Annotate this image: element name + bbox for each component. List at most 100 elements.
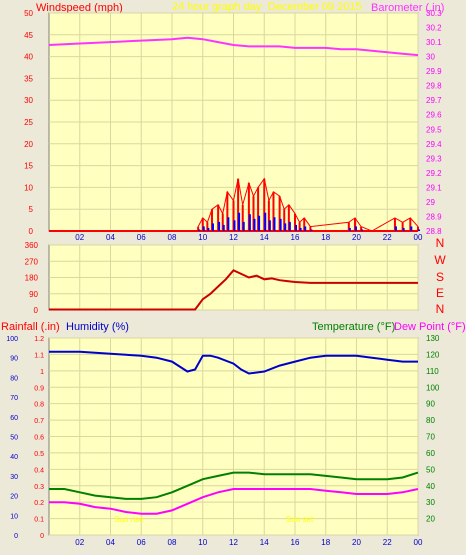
y-tick-label: 20 bbox=[24, 140, 33, 149]
rain-tick-label: 1.2 bbox=[34, 336, 44, 343]
temperature-tick-label: 60 bbox=[426, 449, 435, 458]
barometer-axis-title: Barometer (.in) bbox=[371, 2, 444, 14]
x-tick-label: 06 bbox=[137, 538, 146, 547]
y2-tick-label: 28.9 bbox=[426, 212, 442, 221]
x-tick-label: 08 bbox=[168, 233, 177, 242]
y2-tick-label: 29 bbox=[426, 198, 435, 207]
humidity-tick-label: 30 bbox=[10, 474, 18, 481]
y2-tick-label: 29.2 bbox=[426, 169, 442, 178]
graph-date: December 09 2015 bbox=[268, 1, 362, 13]
y2-tick-label: 29.8 bbox=[426, 82, 442, 91]
y-tick-label: 15 bbox=[24, 162, 33, 171]
rain-tick-label: 0.1 bbox=[34, 517, 44, 524]
compass-label: S bbox=[436, 270, 444, 284]
graph-title: 24 hour graph day bbox=[172, 1, 262, 13]
direction-tick-label: 90 bbox=[29, 290, 38, 299]
sun-event-label: Sun rise bbox=[114, 515, 144, 524]
x-tick-label: 10 bbox=[198, 233, 207, 242]
x-tick-label: 00 bbox=[414, 538, 423, 547]
rain-tick-label: 0.5 bbox=[34, 451, 44, 458]
y2-tick-label: 28.8 bbox=[426, 227, 442, 236]
compass-label: N bbox=[436, 236, 445, 250]
y-tick-label: 40 bbox=[24, 53, 33, 62]
humidity-tick-label: 80 bbox=[10, 375, 18, 382]
wind-direction-line bbox=[49, 269, 418, 311]
humidity-tick-label: 0 bbox=[14, 533, 18, 540]
sun-event-label: Sun set bbox=[286, 515, 314, 524]
humidity-tick-label: 40 bbox=[10, 454, 18, 461]
barometer-line bbox=[48, 36, 419, 57]
temperature-axis-title: Temperature (°F) bbox=[312, 321, 395, 333]
humidity-tick-label: 50 bbox=[10, 435, 18, 442]
x-tick-label: 04 bbox=[106, 233, 115, 242]
x-tick-label: 22 bbox=[383, 538, 392, 547]
y2-tick-label: 29.1 bbox=[426, 183, 442, 192]
temperature-tick-label: 20 bbox=[426, 515, 435, 524]
compass-label: E bbox=[436, 286, 444, 300]
x-tick-label: 22 bbox=[383, 233, 392, 242]
y-tick-label: 10 bbox=[24, 183, 33, 192]
direction-tick-label: 180 bbox=[25, 274, 39, 283]
humidity-tick-label: 10 bbox=[10, 513, 18, 520]
rain-tick-label: 1.1 bbox=[34, 352, 44, 359]
y-tick-label: 45 bbox=[24, 31, 33, 40]
x-tick-label: 20 bbox=[352, 538, 361, 547]
temperature-tick-label: 110 bbox=[426, 367, 439, 376]
y-tick-label: 0 bbox=[29, 227, 34, 236]
dew-point-axis-title: Dew Point (°F) bbox=[394, 321, 466, 333]
y2-tick-label: 29.6 bbox=[426, 111, 442, 120]
windspeed-line bbox=[197, 177, 419, 232]
x-tick-label: 04 bbox=[106, 538, 115, 547]
direction-tick-label: 0 bbox=[34, 306, 39, 315]
x-tick-label: 08 bbox=[168, 538, 177, 547]
x-tick-label: 18 bbox=[321, 233, 330, 242]
direction-tick-label: 360 bbox=[25, 241, 39, 250]
y2-tick-label: 30.3 bbox=[426, 9, 442, 18]
y-tick-label: 50 bbox=[24, 9, 33, 18]
humidity-tick-label: 20 bbox=[10, 494, 18, 501]
temperature-tick-label: 100 bbox=[426, 383, 440, 392]
x-tick-label: 14 bbox=[260, 538, 269, 547]
y2-tick-label: 30.2 bbox=[426, 24, 442, 33]
x-tick-label: 18 bbox=[321, 538, 330, 547]
compass-label: W bbox=[434, 253, 446, 267]
rain-tick-label: 0.8 bbox=[34, 402, 44, 409]
temperature-tick-label: 30 bbox=[426, 498, 435, 507]
y2-tick-label: 30 bbox=[426, 53, 435, 62]
y2-tick-label: 29.9 bbox=[426, 67, 442, 76]
rain-tick-label: 0.9 bbox=[34, 385, 44, 392]
rain-tick-label: 0.2 bbox=[34, 500, 44, 507]
humidity-tick-label: 70 bbox=[10, 395, 18, 402]
rain-tick-label: 0.7 bbox=[34, 418, 44, 425]
rain-tick-label: 0.3 bbox=[34, 484, 44, 491]
y2-tick-label: 29.4 bbox=[426, 140, 442, 149]
y2-tick-label: 29.5 bbox=[426, 125, 442, 134]
x-tick-label: 02 bbox=[75, 233, 84, 242]
y2-tick-label: 29.7 bbox=[426, 96, 442, 105]
humidity-line bbox=[49, 350, 418, 375]
y-tick-label: 30 bbox=[24, 96, 33, 105]
direction-tick-label: 270 bbox=[25, 257, 39, 266]
rainfall-axis-title: Rainfall (.in) bbox=[1, 321, 60, 333]
x-tick-label: 00 bbox=[414, 233, 423, 242]
rain-tick-label: 0 bbox=[40, 533, 44, 540]
rain-tick-label: 1 bbox=[40, 369, 44, 376]
windspeed-barometer-panel: 0 5 10 15 20 25 30 35 40 45 50 28.8 28.9 29 29.1 29.2 2… bbox=[24, 9, 442, 242]
x-tick-label: 16 bbox=[291, 233, 300, 242]
temperature-line bbox=[49, 471, 419, 500]
temperature-tick-label: 120 bbox=[426, 350, 440, 359]
x-tick-label: 12 bbox=[229, 233, 238, 242]
humidity-axis-title: Humidity (%) bbox=[66, 321, 129, 333]
y-tick-label: 25 bbox=[24, 118, 33, 127]
windspeed-axis-title: Windspeed (mph) bbox=[36, 2, 123, 14]
temperature-tick-label: 70 bbox=[426, 433, 435, 442]
temperature-tick-label: 40 bbox=[426, 482, 435, 491]
y2-tick-label: 29.3 bbox=[426, 154, 442, 163]
humidity-tick-label: 60 bbox=[10, 415, 18, 422]
x-tick-label: 20 bbox=[352, 233, 361, 242]
x-tick-label: 16 bbox=[291, 538, 300, 547]
temperature-tick-label: 130 bbox=[426, 334, 440, 343]
